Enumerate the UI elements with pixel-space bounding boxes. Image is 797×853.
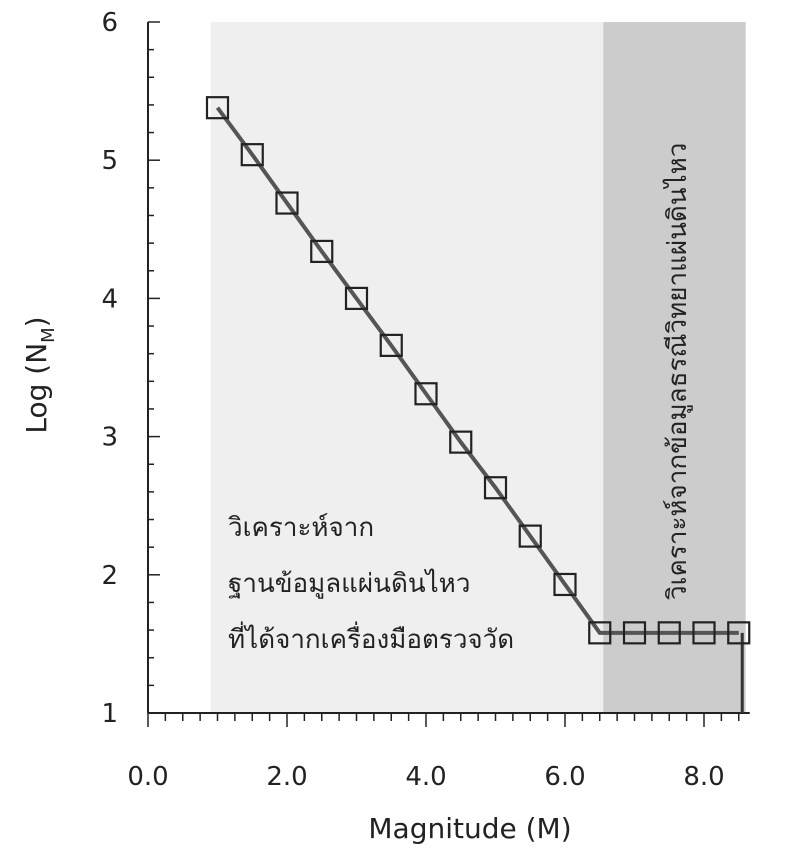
series-line	[215, 106, 739, 635]
data-point-marker	[310, 239, 334, 264]
x-axis-title: Magnitude (M)	[368, 812, 571, 845]
annotation-left-line-3: ที่ได้จากเครื่องมือตรวจวัด	[228, 621, 514, 655]
y-tick-label: 1	[101, 699, 118, 729]
y-tick-label: 6	[101, 8, 118, 38]
x-tick-label: 6.0	[544, 762, 585, 792]
y-tick-label: 4	[101, 284, 118, 314]
y-tick-label: 2	[101, 561, 118, 591]
data-point-marker	[414, 382, 438, 406]
y-axis-title-sub: M	[38, 327, 59, 343]
annotation-right-vertical: วิเคราะห์จากข้อมูลธรณีวิทยาแผ่นดินไหว	[662, 143, 693, 601]
series-group	[205, 96, 751, 713]
y-axis-title-main: Log (N	[20, 343, 53, 434]
data-point-marker	[275, 191, 299, 215]
data-point-marker	[588, 621, 612, 645]
data-point-marker	[518, 524, 542, 548]
axes	[147, 22, 750, 714]
data-point-marker	[379, 333, 403, 357]
annotations: วิเคราะห์จาก ฐานข้อมูลแผ่นดินไหว ที่ได้จ…	[228, 143, 693, 655]
y-tick-label: 3	[101, 423, 118, 453]
y-axis-title: Log (NM)	[20, 316, 59, 433]
data-point-marker	[344, 286, 369, 310]
y-tick-label: 5	[101, 146, 118, 176]
data-point-marker	[553, 572, 577, 597]
x-tick-label: 4.0	[405, 762, 446, 792]
data-point-marker	[727, 621, 751, 645]
data-point-marker	[692, 621, 716, 645]
data-point-marker	[240, 143, 264, 167]
ticks: 1 2 3 4 5 6 0.0 2.0 4.0 6.0 8.0	[101, 8, 740, 792]
data-point-marker	[449, 430, 473, 454]
region-1	[603, 22, 746, 713]
x-tick-label: 0.0	[127, 762, 168, 792]
y-axis-title-close: )	[20, 316, 53, 327]
annotation-left-line-2: ฐานข้อมูลแผ่นดินไหว	[228, 568, 470, 599]
data-point-marker	[483, 476, 508, 500]
data-point-marker	[657, 621, 681, 645]
x-tick-label: 2.0	[266, 762, 307, 792]
data-point-marker	[622, 621, 647, 645]
data-point-marker	[205, 96, 230, 120]
annotation-left-line-1: วิเคราะห์จาก	[228, 513, 375, 543]
x-tick-label: 8.0	[683, 762, 724, 792]
background-regions	[210, 22, 746, 713]
